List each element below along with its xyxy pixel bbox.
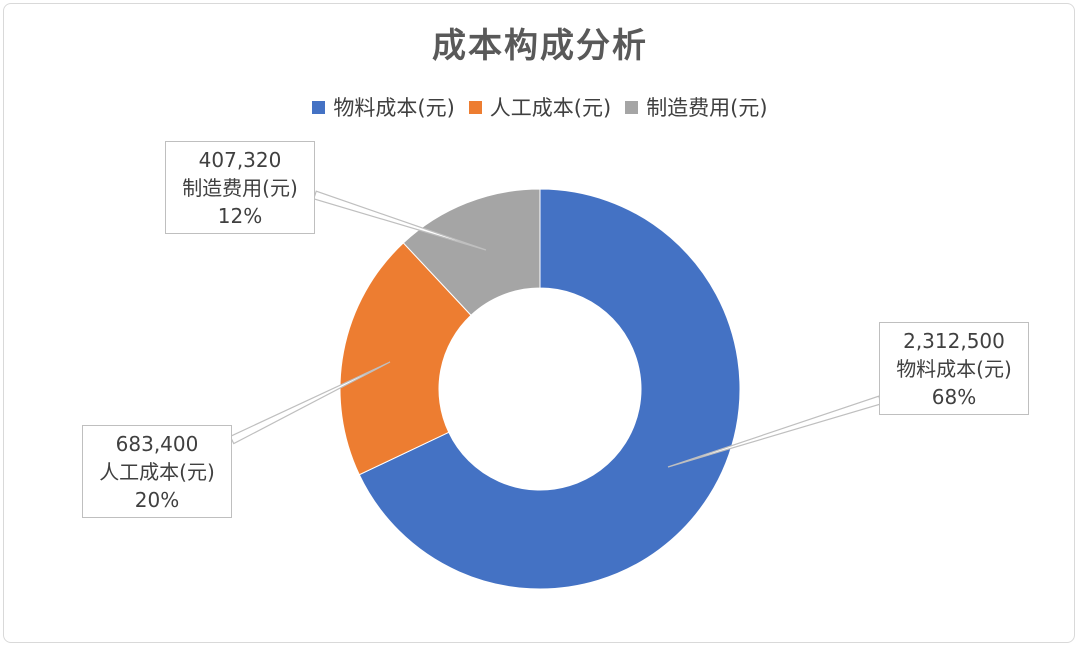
data-label-overhead-percent: 12% (217, 203, 263, 228)
legend-label-labor: 人工成本(元) (489, 96, 612, 120)
data-label-labor-percent: 20% (134, 487, 180, 512)
data-label-labor-name: 人工成本(元) (99, 459, 215, 484)
data-label-material-name: 物料成本(元) (896, 356, 1012, 381)
data-label-material-value: 2,312,500 (903, 328, 1005, 353)
data-label-labor: 683,400 人工成本(元) 20% (82, 425, 232, 518)
legend-item-overhead: 制造费用(元) (625, 92, 768, 122)
data-label-labor-value: 683,400 (115, 431, 199, 456)
slice-overhead (402, 188, 541, 316)
legend-item-material: 物料成本(元) (312, 92, 455, 122)
slice-material (358, 188, 741, 590)
legend-swatch-overhead (625, 100, 639, 114)
slice-labor (339, 242, 472, 476)
data-label-overhead-value: 407,320 (198, 147, 282, 172)
leader-line-labor (229, 361, 391, 445)
legend-label-material: 物料成本(元) (333, 96, 455, 120)
leader-line-overhead (313, 190, 487, 251)
data-label-material: 2,312,500 物料成本(元) 68% (879, 322, 1029, 415)
legend-swatch-labor (468, 100, 482, 114)
legend-swatch-material (312, 100, 326, 114)
legend-item-labor: 人工成本(元) (468, 92, 612, 122)
legend-label-overhead: 制造费用(元) (646, 96, 768, 120)
chart-title: 成本构成分析 (432, 26, 648, 66)
data-label-overhead: 407,320 制造费用(元) 12% (165, 141, 315, 234)
data-label-material-percent: 68% (931, 384, 977, 409)
data-label-overhead-name: 制造费用(元) (182, 175, 298, 200)
chart-legend: 物料成本(元) 人工成本(元) 制造费用(元) (0, 92, 1080, 122)
